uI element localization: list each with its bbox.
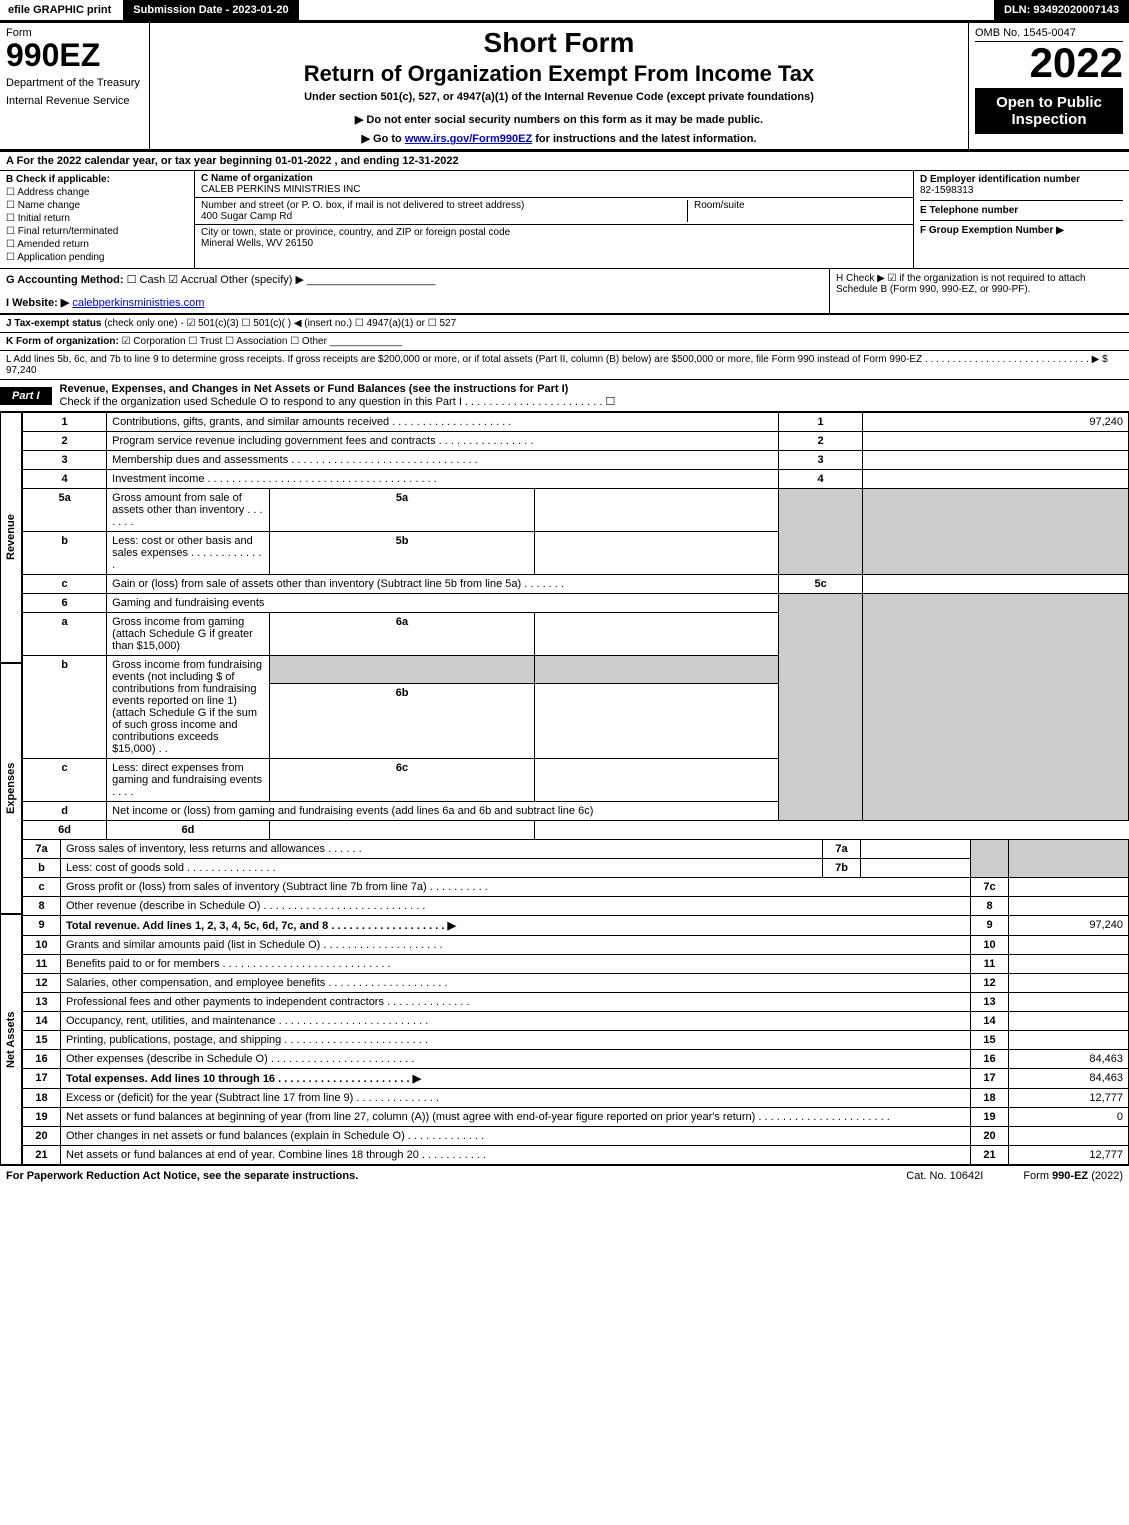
ein-value: 82-1598313 (920, 185, 973, 196)
street-value: 400 Sugar Camp Rd (201, 211, 292, 222)
submission-date: Submission Date - 2023-01-20 (123, 0, 298, 20)
k-label: K Form of organization: (6, 336, 119, 347)
row-a: A For the 2022 calendar year, or tax yea… (0, 152, 1129, 171)
gh-row: G Accounting Method: ☐ Cash ☑ Accrual Ot… (0, 269, 1129, 314)
efile-label: efile GRAPHIC print (0, 0, 119, 20)
part1-tag: Part I (0, 387, 52, 405)
c-name-label: C Name of organization (201, 173, 313, 184)
l-row: L Add lines 5b, 6c, and 7b to line 9 to … (0, 351, 1129, 380)
org-name: CALEB PERKINS MINISTRIES INC (201, 184, 360, 195)
header-right: OMB No. 1545-0047 2022 Open to Public In… (969, 23, 1129, 149)
c-name: C Name of organization CALEB PERKINS MIN… (195, 171, 913, 198)
header-mid: Short Form Return of Organization Exempt… (150, 23, 969, 149)
j-row: J Tax-exempt status (check only one) - ☑… (0, 314, 1129, 333)
city-value: Mineral Wells, WV 26150 (201, 238, 313, 249)
title-under: Under section 501(c), 527, or 4947(a)(1)… (158, 91, 960, 103)
g-options: ☐ Cash ☑ Accrual Other (specify) ▶ (127, 274, 304, 286)
vlabel-expenses: Expenses (0, 663, 22, 914)
part1-body: Revenue Expenses Net Assets 1Contributio… (0, 412, 1129, 1165)
dln: DLN: 93492020007143 (994, 0, 1129, 20)
goto-post: for instructions and the latest informat… (532, 133, 756, 145)
irs: Internal Revenue Service (6, 95, 143, 107)
goto-text: ▶ Go to www.irs.gov/Form990EZ for instru… (158, 132, 960, 145)
e-label: E Telephone number (920, 205, 1018, 216)
open-to-public: Open to Public Inspection (975, 88, 1123, 134)
street-label: Number and street (or P. O. box, if mail… (201, 200, 524, 211)
b-header: B Check if applicable: (6, 174, 110, 185)
j-label: J Tax-exempt status (6, 318, 101, 329)
g-line: _____________________ (307, 274, 435, 286)
goto-link[interactable]: www.irs.gov/Form990EZ (405, 133, 532, 145)
col-c: C Name of organization CALEB PERKINS MIN… (195, 171, 914, 268)
room-suite: Room/suite (687, 200, 907, 222)
g-label: G Accounting Method: (6, 274, 124, 286)
footer-form: Form 990-EZ (2022) (1023, 1170, 1123, 1182)
chk-initial[interactable]: ☐ Initial return (6, 213, 188, 224)
department: Department of the Treasury (6, 77, 143, 89)
col-d: D Employer identification number 82-1598… (914, 171, 1129, 268)
info-block: B Check if applicable: ☐ Address change … (0, 171, 1129, 269)
vlabel-revenue: Revenue (0, 412, 22, 663)
form-number: 990EZ (6, 39, 143, 71)
h-row: H Check ▶ ☑ if the organization is not r… (829, 269, 1129, 313)
footer: For Paperwork Reduction Act Notice, see … (0, 1165, 1129, 1186)
c-city: City or town, state or province, country… (195, 225, 913, 251)
top-bar: efile GRAPHIC print Submission Date - 20… (0, 0, 1129, 23)
chk-pending[interactable]: ☐ Application pending (6, 252, 188, 263)
vlabel-netassets: Net Assets (0, 914, 22, 1165)
d-label: D Employer identification number (920, 174, 1080, 185)
tax-year: 2022 (975, 42, 1123, 84)
j-text: (check only one) - ☑ 501(c)(3) ☐ 501(c)(… (104, 318, 456, 329)
chk-address[interactable]: ☐ Address change (6, 187, 188, 198)
title-short: Short Form (158, 27, 960, 59)
city-label: City or town, state or province, country… (201, 227, 510, 238)
f-label: F Group Exemption Number ▶ (920, 225, 1064, 236)
lines-table: 1Contributions, gifts, grants, and simil… (22, 412, 1129, 840)
col-b: B Check if applicable: ☐ Address change … (0, 171, 195, 268)
part1-title: Revenue, Expenses, and Changes in Net As… (52, 380, 1129, 411)
chk-name[interactable]: ☐ Name change (6, 200, 188, 211)
k-row: K Form of organization: ☑ Corporation ☐ … (0, 333, 1129, 351)
form-header: Form 990EZ Department of the Treasury In… (0, 23, 1129, 152)
lines-table-2: 7aGross sales of inventory, less returns… (22, 839, 1129, 1165)
goto-pre: ▶ Go to (362, 133, 405, 145)
chk-final[interactable]: ☐ Final return/terminated (6, 226, 188, 237)
i-label: I Website: ▶ (6, 297, 69, 309)
k-text: ☑ Corporation ☐ Trust ☐ Association ☐ Ot… (122, 336, 402, 347)
donot-text: ▶ Do not enter social security numbers o… (158, 113, 960, 126)
header-left: Form 990EZ Department of the Treasury In… (0, 23, 150, 149)
title-return: Return of Organization Exempt From Incom… (158, 61, 960, 87)
footer-cat: Cat. No. 10642I (906, 1170, 983, 1182)
chk-amended[interactable]: ☐ Amended return (6, 239, 188, 250)
part1-header: Part I Revenue, Expenses, and Changes in… (0, 380, 1129, 412)
website-link[interactable]: calebperkinsministries.com (72, 297, 204, 309)
g-row: G Accounting Method: ☐ Cash ☑ Accrual Ot… (0, 269, 829, 313)
c-street-row: Number and street (or P. O. box, if mail… (195, 198, 913, 225)
footer-left: For Paperwork Reduction Act Notice, see … (6, 1170, 358, 1182)
